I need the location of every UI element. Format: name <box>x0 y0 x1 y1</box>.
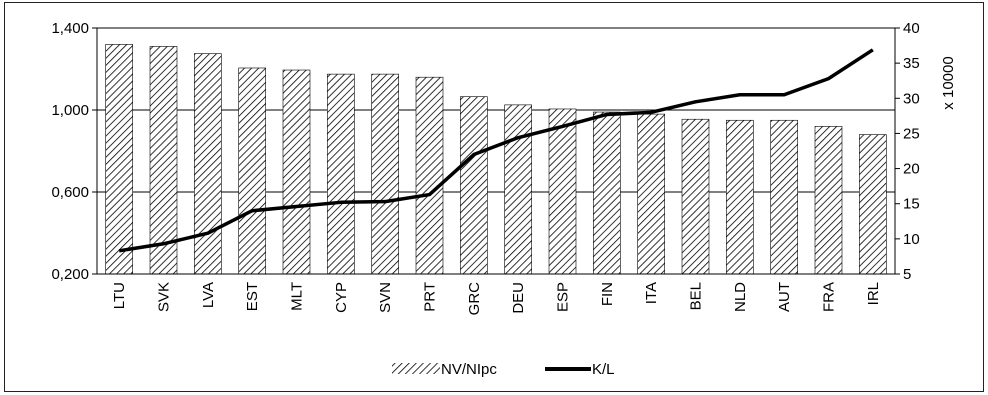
category-label-cyp: CYP <box>333 282 350 313</box>
bar-prt <box>415 76 444 275</box>
bar-fin <box>593 111 621 275</box>
axes <box>96 28 896 275</box>
category-label-lva: LVA <box>200 282 217 308</box>
gridlines <box>97 27 895 193</box>
right-axis-ticks: 5 10 15 20 25 30 35 40 <box>895 20 920 283</box>
bar-irl <box>859 134 887 275</box>
bar-ltu <box>105 44 133 275</box>
combo-chart: 0,200 0,600 1,000 1,400 5 10 15 20 25 30 35 40 LTU… <box>51 20 957 378</box>
category-label-prt: PRT <box>422 282 439 312</box>
bar-est <box>238 67 266 275</box>
category-label-mlt: MLT <box>289 282 306 311</box>
category-label-fra: FRA <box>821 282 838 312</box>
category-label-deu: DEU <box>510 282 527 314</box>
bar-fra <box>814 126 843 275</box>
category-labels: LTU SVK LVA EST MLT CYP SVN PRT GRC DEU ESP FIN ITA B… <box>111 282 882 316</box>
bar-svk <box>149 46 178 275</box>
right-tick-label: 25 <box>903 125 920 142</box>
category-label-aut: AUT <box>776 282 793 312</box>
bar-esp <box>548 108 577 275</box>
legend-label-nv-nipc: NV/NIpc <box>441 361 497 378</box>
bar-cyp <box>327 73 355 275</box>
bar-svn <box>371 73 399 275</box>
bar-ita <box>637 113 665 275</box>
bar-series <box>105 44 887 275</box>
right-tick-label: 20 <box>903 161 920 178</box>
bar-deu <box>504 104 532 275</box>
category-label-fin: FIN <box>599 282 616 306</box>
bar-bel <box>681 118 710 275</box>
right-tick-label: 10 <box>903 231 920 248</box>
category-label-esp: ESP <box>555 282 572 312</box>
left-tick-label: 1,400 <box>51 20 89 37</box>
category-label-irl: IRL <box>865 282 882 305</box>
category-label-ita: ITA <box>643 282 660 304</box>
left-tick-label: 0,200 <box>51 266 89 283</box>
bar-lva <box>194 53 222 275</box>
right-tick-label: 30 <box>903 90 920 107</box>
category-label-grc: GRC <box>466 282 483 316</box>
right-tick-label: 35 <box>903 55 920 72</box>
line-k-l <box>118 48 874 253</box>
left-axis-ticks: 0,200 0,600 1,000 1,400 <box>51 20 97 283</box>
chart-frame: 0,200 0,600 1,000 1,400 5 10 15 20 25 30 35 40 LTU… <box>4 2 984 392</box>
line-series <box>118 48 874 253</box>
bar-mlt <box>282 69 311 275</box>
right-tick-label: 15 <box>903 196 920 213</box>
bar-aut <box>770 119 798 275</box>
left-tick-label: 1,000 <box>51 102 89 119</box>
category-label-nld: NLD <box>732 282 749 312</box>
category-label-bel: BEL <box>688 282 705 310</box>
category-label-est: EST <box>244 282 261 311</box>
legend-label-k-l: K/L <box>592 361 615 378</box>
left-tick-label: 0,600 <box>51 184 89 201</box>
bar-nld <box>726 119 754 275</box>
category-label-svk: SVK <box>156 282 173 312</box>
right-tick-label: 5 <box>903 266 911 283</box>
bar-grc <box>460 96 488 275</box>
category-label-svn: SVN <box>377 282 394 313</box>
legend-swatch-nv-nipc <box>392 363 440 374</box>
right-tick-label: 40 <box>903 20 920 37</box>
right-axis-unit-label: x 10000 <box>940 56 957 109</box>
category-label-ltu: LTU <box>111 282 128 309</box>
legend: NV/NIpc K/L <box>392 361 615 378</box>
